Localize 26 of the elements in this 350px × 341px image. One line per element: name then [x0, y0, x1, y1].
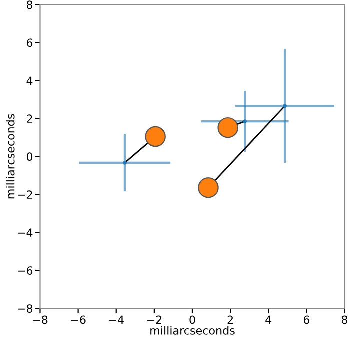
y-tick-label: −4: [18, 228, 33, 237]
point: [283, 104, 287, 108]
y-axis-title: milliarcseconds: [6, 114, 15, 199]
point: [145, 126, 166, 148]
point: [122, 160, 127, 165]
y-tick-label: −2: [18, 190, 32, 199]
x-tick-label: 4: [266, 316, 272, 324]
point: [243, 120, 247, 124]
x-tick-label: 8: [342, 316, 348, 324]
x-tick-label: 2: [228, 316, 233, 324]
y-tick-label: 8: [26, 0, 33, 10]
x-tick-label: −6: [71, 316, 86, 324]
x-tick-label: −4: [109, 316, 124, 324]
y-tick-label: 4: [26, 76, 33, 85]
y-tick-label: 2: [27, 114, 32, 123]
point: [218, 117, 238, 138]
x-tick-label: 0: [190, 316, 196, 324]
x-tick-label: −8: [33, 316, 48, 324]
x-tick-label: 6: [304, 316, 310, 324]
x-tick-label: −2: [147, 316, 162, 324]
y-tick-label: −8: [18, 304, 33, 313]
y-tick-label: −6: [18, 266, 33, 276]
y-tick-label: 0: [26, 152, 33, 162]
point: [198, 177, 219, 198]
x-axis-title: milliarcseconds: [150, 326, 235, 335]
y-tick-label: 6: [27, 38, 33, 48]
